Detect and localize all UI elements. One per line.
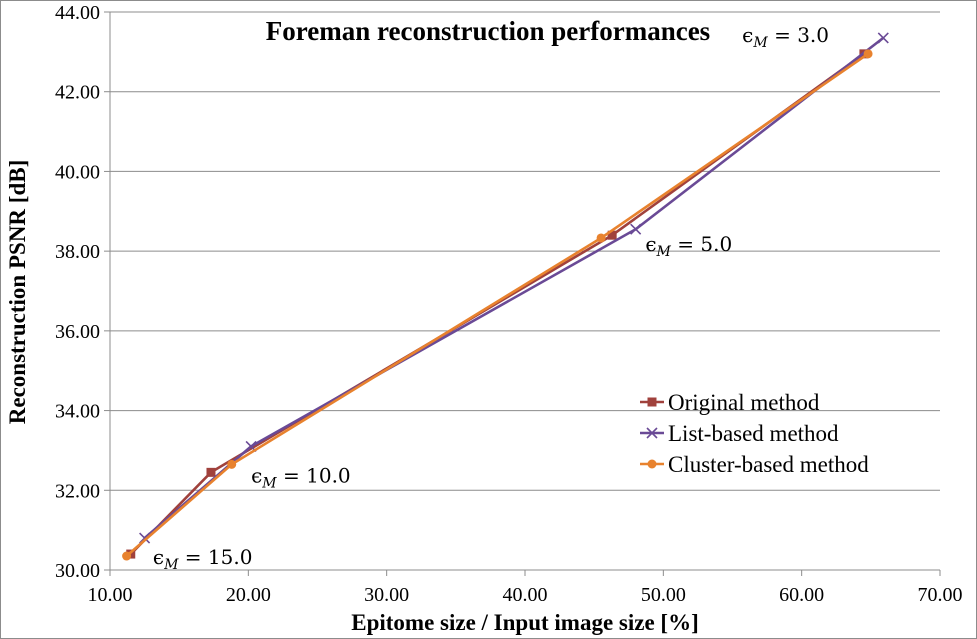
annotation-subscript: M xyxy=(656,244,672,260)
series-line xyxy=(125,52,869,557)
x-tick-label: 20.00 xyxy=(226,584,271,606)
annotation-value: = 3.0 xyxy=(768,23,829,47)
series-1 xyxy=(126,49,869,559)
x-tick-label: 30.00 xyxy=(364,584,409,606)
annotations: ϵM = 3.0ϵM = 5.0ϵM = 10.0ϵM = 15.0 xyxy=(153,23,829,573)
legend-entry: Original method xyxy=(640,390,820,415)
axes: 30.00 32.00 34.00 36.00 38.00 40.00 42.00 44.00… xyxy=(55,2,963,606)
legend-entry: Cluster-based method xyxy=(640,452,869,477)
data-point xyxy=(630,223,642,235)
y-tick-label: 36.00 xyxy=(55,321,100,343)
annotation-subscript: M xyxy=(163,557,179,573)
chart-title: Foreman reconstruction performances xyxy=(266,16,710,46)
series-lines xyxy=(122,32,889,561)
legend-entry: List-based method xyxy=(640,421,839,446)
annotation-label: ϵM = 15.0 xyxy=(153,545,253,573)
marker-stroke xyxy=(139,532,151,544)
annotation-value: = 5.0 xyxy=(671,232,732,256)
y-axis-title: Reconstruction PSNR [dB] xyxy=(5,160,30,425)
data-point xyxy=(596,233,606,243)
x-tick-label: 10.00 xyxy=(88,584,133,606)
x-tick-label: 60.00 xyxy=(779,584,824,606)
y-tick-label: 30.00 xyxy=(55,560,100,582)
annotation-subscript: M xyxy=(261,475,277,491)
y-tick-label: 44.00 xyxy=(55,2,100,24)
annotation-value: = 15.0 xyxy=(178,545,252,569)
legend-label: Original method xyxy=(668,390,820,415)
x-tick-label: 40.00 xyxy=(503,584,548,606)
x-tick-label: 50.00 xyxy=(641,584,686,606)
annotation-label: ϵM = 10.0 xyxy=(251,463,351,491)
annotation-symbol: ϵ xyxy=(645,232,656,256)
data-point xyxy=(607,230,617,240)
annotation-symbol: ϵ xyxy=(251,463,262,487)
marker-stroke xyxy=(630,223,642,235)
annotation-label: ϵM = 5.0 xyxy=(645,232,732,260)
annotation-symbol: ϵ xyxy=(153,545,164,569)
y-tick-label: 40.00 xyxy=(55,161,100,183)
annotation-symbol: ϵ xyxy=(742,23,753,47)
x-tick-label: 70.00 xyxy=(918,584,963,606)
annotation-value: = 10.0 xyxy=(277,463,351,487)
y-tick-label: 38.00 xyxy=(55,241,100,263)
data-point xyxy=(877,32,889,44)
annotation-subscript: M xyxy=(752,35,768,51)
data-point xyxy=(206,467,216,477)
data-point xyxy=(122,551,132,561)
series-3 xyxy=(122,49,873,561)
marker-stroke xyxy=(245,440,257,453)
y-tick-label: 34.00 xyxy=(55,401,100,423)
y-tick-label: 32.00 xyxy=(55,480,100,502)
legend: Original method List-based method Cluster-… xyxy=(640,390,869,477)
data-point xyxy=(227,459,237,469)
y-tick-label: 42.00 xyxy=(55,82,100,104)
annotation-label: ϵM = 3.0 xyxy=(742,23,829,51)
marker-stroke xyxy=(877,32,889,44)
data-point xyxy=(139,532,151,544)
x-axis-title: Epitome size / Input image size [%] xyxy=(351,610,699,635)
data-point xyxy=(863,49,873,59)
legend-marker xyxy=(647,397,657,407)
legend-marker xyxy=(647,459,657,469)
marker-stroke xyxy=(646,427,658,439)
legend-label: List-based method xyxy=(668,421,839,446)
legend-marker xyxy=(646,427,658,439)
series-line xyxy=(129,52,865,556)
legend-label: Cluster-based method xyxy=(668,452,869,477)
